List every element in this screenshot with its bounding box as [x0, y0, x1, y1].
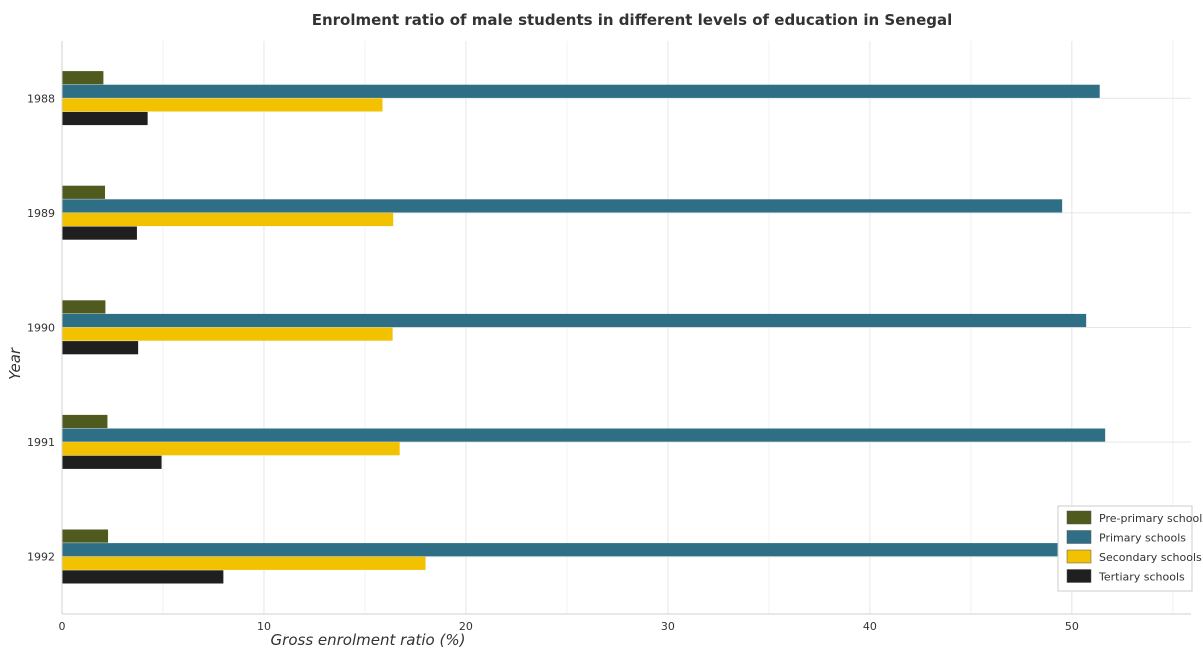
chart-title: Enrolment ratio of male students in diff… — [312, 11, 953, 29]
y-axis-title: Year — [6, 347, 24, 380]
y-tick-label: 1991 — [27, 436, 55, 449]
plot-area: 0 10 20 30 40 50 1988 1989 1990 1991 1992 — [27, 41, 1191, 633]
bar — [62, 111, 148, 126]
y-tick-label: 1992 — [27, 551, 55, 564]
x-axis-title: Gross enrolment ratio (%) — [271, 631, 466, 649]
legend-label: Secondary schools — [1099, 551, 1202, 564]
bar — [62, 543, 1139, 557]
bar — [62, 414, 108, 429]
x-tick-label: 40 — [863, 620, 877, 633]
legend-label: Pre-primary schools — [1099, 512, 1203, 525]
legend: Pre-primary schools Primary schools Second… — [1057, 505, 1203, 592]
x-tick-label: 30 — [661, 620, 675, 633]
legend-label: Tertiary schools — [1098, 571, 1185, 584]
bar — [62, 529, 109, 543]
bar — [62, 556, 426, 570]
bar — [62, 212, 394, 227]
legend-swatch — [1066, 569, 1092, 583]
y-tick-label: 1988 — [27, 92, 55, 105]
x-tick-label: 0 — [59, 620, 66, 633]
legend-swatch — [1066, 510, 1092, 525]
bar — [62, 327, 393, 341]
bar — [62, 455, 162, 469]
x-tick-label: 20 — [459, 620, 473, 633]
bar — [62, 199, 1063, 213]
y-tick-label: 1989 — [27, 207, 55, 220]
x-tick-label: 10 — [257, 620, 271, 633]
bar — [62, 442, 400, 456]
bar — [62, 226, 137, 240]
legend-swatch — [1066, 530, 1092, 544]
bar — [62, 313, 1087, 328]
bar — [62, 428, 1106, 442]
bar — [62, 98, 383, 112]
bar — [62, 84, 1100, 98]
x-tick-label: 50 — [1065, 620, 1079, 633]
legend-label: Primary schools — [1099, 532, 1186, 545]
bar — [62, 570, 224, 584]
bar — [62, 71, 104, 85]
bar — [62, 300, 106, 314]
legend-swatch — [1066, 549, 1092, 564]
y-tick-label: 1990 — [27, 322, 55, 335]
bar — [62, 341, 139, 355]
bar — [62, 185, 106, 199]
